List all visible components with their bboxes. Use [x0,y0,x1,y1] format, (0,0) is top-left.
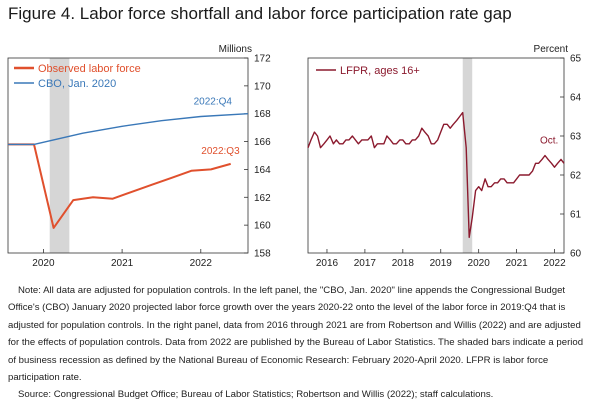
end-label-observed: 2022:Q3 [201,146,240,157]
series-line-lfpr-ages-16 [307,111,565,239]
recession-shading [462,58,473,253]
y-unit-label: Millions [219,44,252,55]
y-tick-label: 160 [254,221,271,232]
series-line-observed-labor-force [8,143,231,229]
x-tick-label: 2018 [392,258,415,269]
x-tick-label: 2021 [111,258,134,269]
x-tick-label: 2021 [505,258,528,269]
plot-frame [307,57,565,254]
figure-title: Figure 4. Labor force shortfall and labo… [8,4,512,23]
y-unit-label: Percent [534,44,569,55]
legend-label-observed: Observed labor force [38,63,141,75]
legend-label-lfpr: LFPR, ages 16+ [340,65,420,77]
y-tick-label: 168 [254,109,271,120]
source-text: Source: Congressional Budget Office; Bur… [18,389,494,401]
x-tick-label: 2022 [190,258,213,269]
recession-shading [49,58,70,253]
x-tick-label: 2017 [354,258,377,269]
y-tick-label: 162 [254,193,271,204]
x-tick-label: 2016 [316,258,339,269]
end-label-cbo: 2022:Q4 [194,97,233,108]
left-panel-chart: Millions 158 160 162 164 166 168 170 172 2020 2021… [7,44,271,269]
y-tick-label: 164 [254,165,271,176]
y-tick-label: 166 [254,137,271,148]
y-tick-label: 64 [570,93,582,104]
note-text: Note: All data are adjusted for populati… [8,285,584,384]
x-tick-label: 2019 [430,258,453,269]
y-tick-label: 65 [570,54,582,65]
series-line-cbo-jan-2020 [8,113,249,146]
y-tick-label: 62 [570,171,582,182]
x-tick-label: 2020 [32,258,55,269]
y-tick-label: 170 [254,81,271,92]
x-tick-label: 2020 [468,258,491,269]
plot-frame [7,57,249,254]
x-tick-label: 2022 [543,258,566,269]
y-tick-label: 61 [570,210,582,221]
y-tick-label: 172 [254,54,271,65]
y-tick-label: 63 [570,132,582,143]
y-tick-label: 60 [570,249,582,260]
end-label-lfpr: Oct. [540,135,558,146]
legend-label-cbo: CBO, Jan. 2020 [38,78,116,90]
figure-note: Note: All data are adjusted for populati… [8,282,588,404]
right-panel-chart: Percent 60 61 62 63 64 65 2016 2017 2018 2019 2020 2… [307,44,582,269]
y-tick-label: 158 [254,249,271,260]
